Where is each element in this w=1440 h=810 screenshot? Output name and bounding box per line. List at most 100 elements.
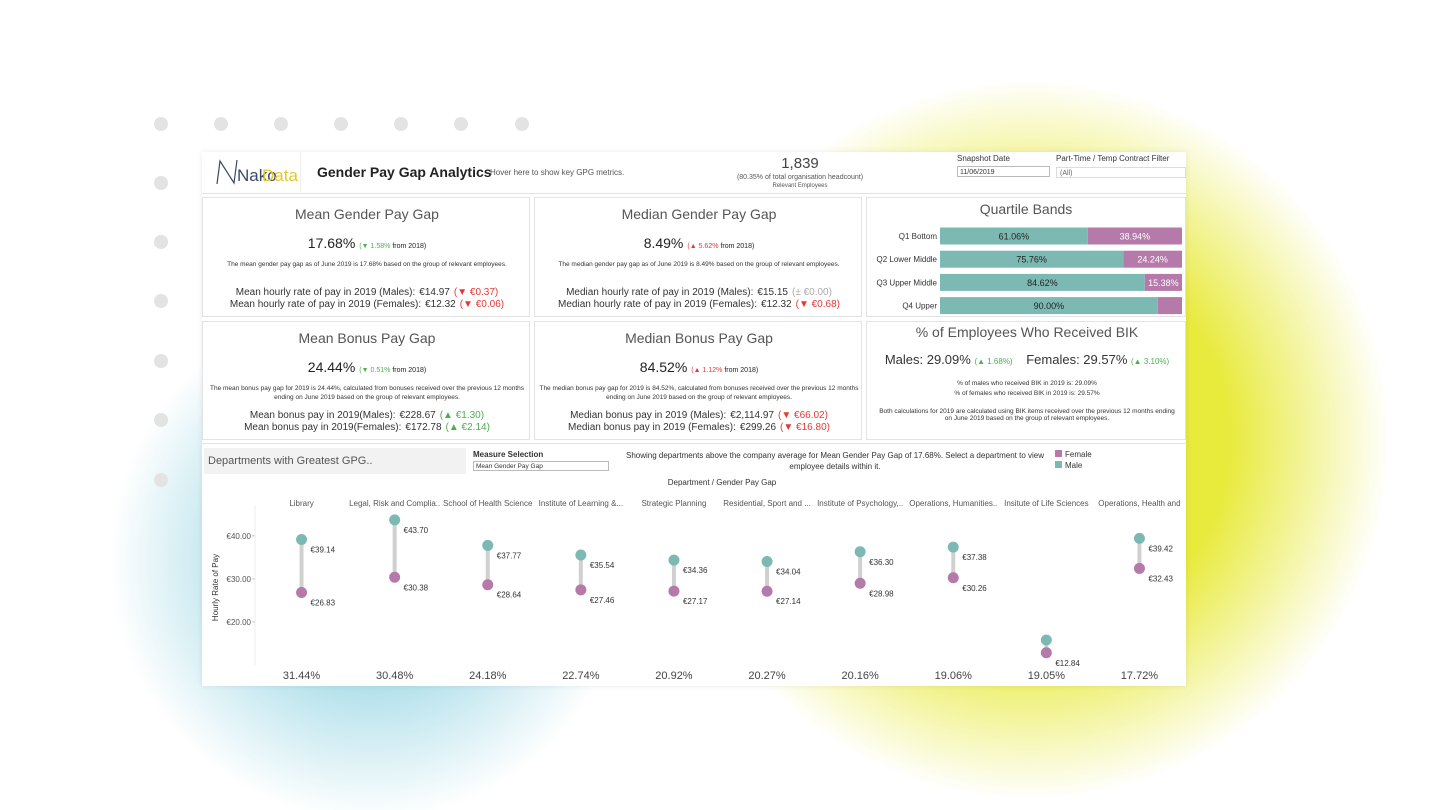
metric-card: Mean Gender Pay Gap 17.68% (▼ 1.58% from 20… — [202, 197, 530, 317]
card-change: (▲ 1.12% — [691, 367, 723, 374]
line-value: €2,114.97 — [730, 410, 775, 421]
logo: Nako Data — [202, 152, 301, 192]
value-label: 24.24% — [1137, 255, 1168, 265]
y-tick-label: €40.00 — [227, 532, 252, 541]
card-title: Median Bonus Pay Gap — [625, 330, 773, 346]
y-tick-label: €30.00 — [227, 575, 252, 584]
measure-select[interactable]: Mean Gender Pay Gap — [473, 461, 609, 471]
line-value: €12.32 — [425, 299, 456, 310]
dot — [668, 585, 680, 597]
bar-segment — [940, 227, 1088, 245]
line-value: €172.78 — [405, 422, 442, 433]
line-label: Mean hourly rate of pay in 2019 (Females… — [229, 299, 422, 310]
metric-card: Mean Bonus Pay Gap 24.44% (▼ 0.51% from 201… — [202, 321, 530, 440]
filter-label: Part-Time / Temp Contract Filter — [1056, 154, 1170, 163]
gap-label: 20.16% — [841, 670, 879, 682]
value-label: €26.83 — [311, 599, 336, 608]
dot — [1040, 647, 1052, 659]
divider — [202, 443, 1186, 444]
gap-label: 19.06% — [935, 670, 973, 682]
value-label: €27.17 — [683, 597, 708, 606]
headcount: 1,839 — [781, 155, 819, 172]
category-label: Q2 Lower Middle — [877, 255, 938, 264]
info-text: Showing departments above the company av… — [625, 451, 1045, 471]
value-label: €39.42 — [1148, 544, 1173, 553]
category-label: Residential, Sport and ... — [723, 499, 811, 508]
filter-select[interactable]: (All) — [1056, 167, 1186, 178]
dot — [947, 541, 959, 553]
headcount-label: Relevant Employees — [772, 183, 828, 189]
line-label: Mean hourly rate of pay in 2019 (Males): — [235, 287, 416, 298]
line-label: Median bonus pay in 2019 (Males): — [570, 410, 727, 421]
card-change: (▲ 5.62% — [687, 243, 719, 250]
dot — [761, 585, 773, 597]
line-change: (▼ €16.80) — [780, 422, 830, 433]
category-label: Operations, Health and — [1098, 499, 1180, 508]
dot — [389, 571, 401, 583]
dot — [1040, 634, 1052, 646]
bar-segment — [1123, 250, 1182, 268]
value-label: €37.77 — [497, 551, 522, 560]
card-note: from 2018) — [724, 367, 759, 374]
line-label: Mean bonus pay in 2019(Females): — [244, 422, 402, 433]
category-label: Q1 Bottom — [899, 232, 938, 241]
hint[interactable]: Hover here to show key GPG metrics. — [490, 168, 625, 177]
card-line: Median bonus pay in 2019 (Males): €2,114.… — [535, 410, 863, 421]
y-tick-label: €20.00 — [227, 618, 252, 627]
value-label: €27.14 — [776, 597, 801, 606]
value-label: 84.62% — [1027, 278, 1058, 288]
dot — [482, 579, 494, 591]
value-label: €36.30 — [869, 558, 894, 567]
value-label: €28.64 — [497, 591, 522, 600]
gap-label: 24.18% — [469, 670, 507, 682]
card-title: Mean Bonus Pay Gap — [298, 330, 436, 346]
category-label: Strategic Planning — [641, 499, 706, 508]
card-line: Mean bonus pay in 2019(Males): €228.67 (▲ … — [203, 410, 531, 421]
value-label: €43.70 — [404, 526, 429, 535]
card-note: from 2018) — [392, 243, 427, 250]
snapshot-input[interactable]: 11/06/2019 — [957, 166, 1050, 177]
x-axis-title: Department / Gender Pay Gap — [668, 478, 777, 487]
card-line: Mean hourly rate of pay in 2019 (Males):… — [203, 287, 531, 298]
line-label: Mean bonus pay in 2019(Males): — [249, 410, 396, 421]
line-label: Median hourly rate of pay in 2019 (Males… — [566, 287, 754, 298]
gap-label: 20.27% — [748, 670, 786, 682]
dot — [761, 555, 773, 567]
metric-card: Median Bonus Pay Gap 84.52% (▲ 1.12% from 2… — [534, 321, 862, 440]
headcount-note: (80.35% of total organisation headcount) — [736, 174, 864, 181]
metric-card: Median Gender Pay Gap 8.49% (▲ 5.62% from 2… — [534, 197, 862, 317]
logo-mark — [216, 159, 238, 185]
value-label: €37.38 — [962, 553, 987, 562]
card-title: Mean Gender Pay Gap — [295, 206, 439, 222]
value-label: €30.38 — [404, 583, 429, 592]
legend-label: Male — [1065, 461, 1083, 470]
measure-label: Measure Selection — [473, 450, 544, 459]
card-description: The median bonus pay gap for 2019 is 84.… — [539, 385, 859, 401]
card-title: % of Employees Who Received BIK — [915, 324, 1139, 340]
value-label: €34.04 — [776, 567, 801, 576]
value-label: 90.00% — [1034, 301, 1065, 311]
gap-label: 30.48% — [376, 670, 414, 682]
gap-label: 20.92% — [655, 670, 693, 682]
card-change: (▼ 1.58% — [359, 243, 391, 250]
card-description: The mean gender pay gap as of June 2019 … — [227, 261, 507, 268]
category-label: Library — [289, 499, 313, 508]
chart-title: Quartile Bands — [980, 201, 1073, 217]
dot — [575, 584, 587, 596]
card-value-row: 84.52% (▲ 1.12% from 2018) — [535, 359, 863, 375]
title: Gender Pay Gap Analytics — [317, 164, 492, 180]
dot — [389, 514, 401, 526]
card-title: Median Gender Pay Gap — [621, 206, 777, 222]
y-axis-title: Hourly Rate of Pay — [211, 554, 220, 621]
category-label: Legal, Risk and Complia.. — [349, 499, 440, 508]
value-label: €34.36 — [683, 566, 708, 575]
legend-swatch — [1055, 461, 1062, 468]
card-value-row: 17.68% (▼ 1.58% from 2018) — [203, 235, 531, 251]
value-label: 15.38% — [1148, 278, 1179, 288]
bar-segment — [1087, 227, 1182, 245]
value-label: €35.54 — [590, 561, 615, 570]
bik-card: % of Employees Who Received BIK Males: 2… — [866, 321, 1186, 440]
line-change: (▼ €0.68) — [795, 299, 840, 310]
